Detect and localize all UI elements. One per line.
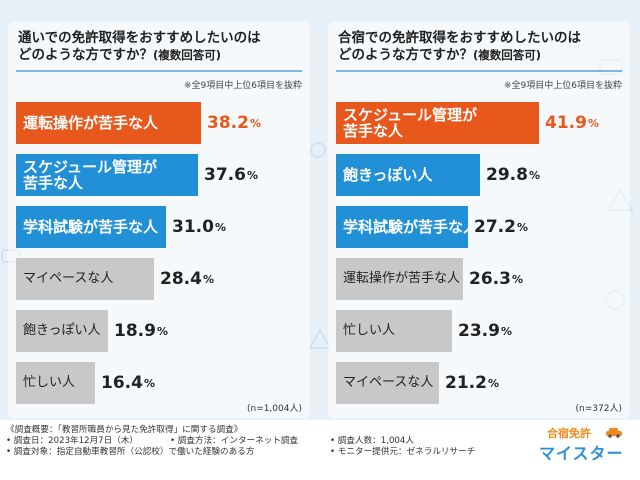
- survey-footer: 《調査概要：「教習所職員から見た免許取得」に関する調査》 • 調査日：2023年…: [0, 420, 640, 480]
- brand-logo: 合宿免許 マイスター: [537, 425, 633, 467]
- bar-label: 運転操作が苦手な人: [343, 271, 461, 286]
- bar-1: スケジュール管理が 苦手な人: [336, 102, 539, 144]
- bar-label: 飽きっぽい人: [23, 323, 101, 338]
- survey-summary: 《調査概要：「教習所職員から見た免許取得」に関する調査》: [6, 425, 243, 435]
- survey-count: • 調査人数：1,004人: [330, 436, 414, 446]
- sample-size-label: (n=372人): [575, 404, 622, 414]
- survey-target: • 調査対象：指定自動車教習所（公認校）で働いた経験のある方: [6, 447, 255, 457]
- bar-2: 飽きっぽい人: [336, 154, 480, 196]
- bar-label: スケジュール管理が 苦手な人: [343, 106, 477, 140]
- bar-label: 運転操作が苦手な人: [23, 114, 159, 132]
- bar-value-label: 37.6%: [204, 165, 258, 185]
- bar-value-label: 29.8%: [486, 165, 540, 185]
- bar-value-label: 31.0%: [172, 217, 226, 237]
- bar-3: 学科試験が苦手な人: [336, 206, 478, 248]
- bar-label: マイペースな人: [23, 271, 114, 286]
- bar-value-label: 41.9%: [545, 113, 599, 133]
- sample-size-label: (n=1,004人): [246, 404, 302, 414]
- bar-value-label: 16.4%: [101, 373, 155, 393]
- chart-title-line1: 通いでの免許取得をおすすめしたいのは: [18, 30, 261, 46]
- survey-provider: • モニター提供元：ゼネラルリサーチ: [330, 447, 476, 457]
- bar-5: 飽きっぽい人: [16, 310, 108, 352]
- bar-label: 学科試験が苦手な人: [23, 218, 159, 236]
- chart-note: ※全9項目中上位6項目を抜粋: [184, 81, 302, 91]
- car-icon: [606, 428, 622, 438]
- chart-note: ※全9項目中上位6項目を抜粋: [504, 81, 622, 91]
- chart-title-line2: どのような方ですか？: [18, 47, 153, 63]
- survey-method: • 調査方法：インターネット調査: [170, 436, 299, 446]
- bar-label: スケジュール管理が 苦手な人: [23, 158, 157, 192]
- bar-value-label: 18.9%: [114, 321, 168, 341]
- chart-title-line2: どのような方ですか？: [338, 47, 473, 63]
- bar-1: 運転操作が苦手な人: [16, 102, 201, 144]
- bar-2: スケジュール管理が 苦手な人: [16, 154, 198, 196]
- chart-title: 通いでの免許取得をおすすめしたいのは どのような方ですか？(複数回答可): [8, 30, 310, 64]
- bar-value-label: 26.3%: [469, 269, 523, 289]
- bar-value-label: 28.4%: [160, 269, 214, 289]
- bar-5: 忙しい人: [336, 310, 452, 352]
- bar-3: 学科試験が苦手な人: [16, 206, 166, 248]
- chart-title-suffix: (複数回答可): [473, 48, 542, 62]
- title-underline: [336, 70, 622, 72]
- chart-title-line1: 合宿での免許取得をおすすめしたいのは: [338, 30, 581, 46]
- bar-4: マイペースな人: [16, 258, 154, 300]
- bar-value-label: 27.2%: [474, 217, 528, 237]
- bar-label: 忙しい人: [343, 323, 396, 338]
- bar-4: 運転操作が苦手な人: [336, 258, 463, 300]
- survey-date: • 調査日：2023年12月7日（木）: [6, 436, 139, 446]
- bar-6: 忙しい人: [16, 362, 95, 404]
- chart-title-suffix: (複数回答可): [153, 48, 222, 62]
- bar-value-label: 38.2%: [207, 113, 261, 133]
- bar-label: 学科試験が苦手な人: [343, 218, 479, 236]
- title-underline: [16, 70, 302, 72]
- chart-panel-commute: 通いでの免許取得をおすすめしたいのは どのような方ですか？(複数回答可) ※全9…: [8, 22, 310, 418]
- bar-label: 忙しい人: [23, 375, 76, 390]
- bar-6: マイペースな人: [336, 362, 439, 404]
- logo-line1: 合宿免許: [547, 427, 591, 440]
- logo-line2: マイスター: [539, 444, 624, 463]
- bar-label: 飽きっぽい人: [343, 166, 433, 184]
- chart-title: 合宿での免許取得をおすすめしたいのは どのような方ですか？(複数回答可): [328, 30, 630, 64]
- bar-value-label: 21.2%: [445, 373, 499, 393]
- bar-label: マイペースな人: [343, 375, 434, 390]
- chart-panel-camp: 合宿での免許取得をおすすめしたいのは どのような方ですか？(複数回答可) ※全9…: [328, 22, 630, 418]
- bar-value-label: 23.9%: [458, 321, 512, 341]
